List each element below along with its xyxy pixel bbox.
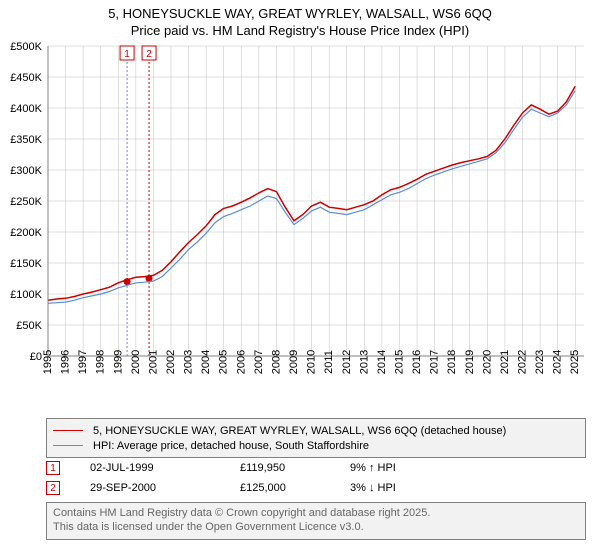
legend: 5, HONEYSUCKLE WAY, GREAT WYRLEY, WALSAL… — [46, 418, 586, 458]
svg-text:2008: 2008 — [270, 350, 282, 374]
svg-text:£350K: £350K — [10, 134, 42, 146]
svg-text:£500K: £500K — [10, 41, 42, 53]
marker-row-2: 2 29-SEP-2000 £125,000 3% ↓ HPI — [46, 478, 586, 498]
marker-row-1: 1 02-JUL-1999 £119,950 9% ↑ HPI — [46, 458, 586, 478]
chart-title: 5, HONEYSUCKLE WAY, GREAT WYRLEY, WALSAL… — [0, 0, 600, 21]
svg-text:2004: 2004 — [200, 350, 212, 374]
svg-text:2020: 2020 — [481, 350, 493, 374]
svg-text:£450K: £450K — [10, 72, 42, 84]
marker-date-1: 02-JUL-1999 — [90, 462, 240, 474]
svg-text:2002: 2002 — [165, 350, 177, 374]
svg-text:2003: 2003 — [183, 350, 195, 374]
svg-text:2018: 2018 — [446, 350, 458, 374]
legend-item-hpi: HPI: Average price, detached house, Sout… — [53, 438, 579, 453]
marker-diff-2: 3% ↓ HPI — [350, 482, 450, 494]
svg-text:1998: 1998 — [95, 350, 107, 374]
legend-label-hpi: HPI: Average price, detached house, Sout… — [93, 440, 369, 452]
svg-text:£400K: £400K — [10, 103, 42, 115]
svg-text:2: 2 — [146, 49, 152, 60]
marker-price-1: £119,950 — [240, 462, 350, 474]
svg-text:£200K: £200K — [10, 227, 42, 239]
license-box: Contains HM Land Registry data © Crown c… — [46, 502, 586, 540]
chart-svg: 12£0£50K£100K£150K£200K£250K£300K£350K£4… — [46, 44, 586, 404]
svg-text:2007: 2007 — [253, 350, 265, 374]
license-line-1: Contains HM Land Registry data © Crown c… — [53, 507, 579, 521]
marker-price-2: £125,000 — [240, 482, 350, 494]
svg-text:£300K: £300K — [10, 165, 42, 177]
svg-text:2025: 2025 — [569, 350, 581, 374]
markers-table: 1 02-JUL-1999 £119,950 9% ↑ HPI 2 29-SEP… — [46, 458, 586, 498]
marker-diff-1: 9% ↑ HPI — [350, 462, 450, 474]
svg-text:1997: 1997 — [77, 350, 89, 374]
svg-text:1996: 1996 — [60, 350, 72, 374]
svg-text:2009: 2009 — [288, 350, 300, 374]
svg-text:£50K: £50K — [16, 320, 42, 332]
marker-box-1: 1 — [46, 461, 60, 475]
svg-text:1: 1 — [124, 49, 130, 60]
license-line-2: This data is licensed under the Open Gov… — [53, 521, 579, 535]
svg-text:2022: 2022 — [516, 350, 528, 374]
svg-text:2023: 2023 — [534, 350, 546, 374]
svg-text:1999: 1999 — [112, 350, 124, 374]
svg-text:2021: 2021 — [499, 350, 511, 374]
svg-text:2019: 2019 — [464, 350, 476, 374]
svg-text:£150K: £150K — [10, 258, 42, 270]
chart-subtitle: Price paid vs. HM Land Registry's House … — [0, 21, 600, 38]
svg-text:2024: 2024 — [552, 350, 564, 374]
svg-text:1995: 1995 — [42, 350, 54, 374]
svg-text:2001: 2001 — [147, 350, 159, 374]
legend-label-property: 5, HONEYSUCKLE WAY, GREAT WYRLEY, WALSAL… — [93, 425, 506, 437]
svg-text:2012: 2012 — [341, 350, 353, 374]
svg-text:2017: 2017 — [429, 350, 441, 374]
svg-text:2011: 2011 — [323, 350, 335, 374]
svg-text:£250K: £250K — [10, 196, 42, 208]
svg-text:2006: 2006 — [235, 350, 247, 374]
legend-item-property: 5, HONEYSUCKLE WAY, GREAT WYRLEY, WALSAL… — [53, 423, 579, 438]
svg-text:2015: 2015 — [393, 350, 405, 374]
plot-area: 12£0£50K£100K£150K£200K£250K£300K£350K£4… — [46, 44, 586, 404]
svg-text:2010: 2010 — [306, 350, 318, 374]
legend-swatch-property — [53, 430, 83, 432]
marker-box-2: 2 — [46, 481, 60, 495]
legend-swatch-hpi — [53, 445, 83, 446]
svg-text:2016: 2016 — [411, 350, 423, 374]
svg-text:2014: 2014 — [376, 350, 388, 374]
marker-date-2: 29-SEP-2000 — [90, 482, 240, 494]
svg-text:2005: 2005 — [218, 350, 230, 374]
svg-text:£100K: £100K — [10, 289, 42, 301]
svg-text:2000: 2000 — [130, 350, 142, 374]
svg-text:2013: 2013 — [358, 350, 370, 374]
svg-text:£0: £0 — [30, 351, 42, 363]
